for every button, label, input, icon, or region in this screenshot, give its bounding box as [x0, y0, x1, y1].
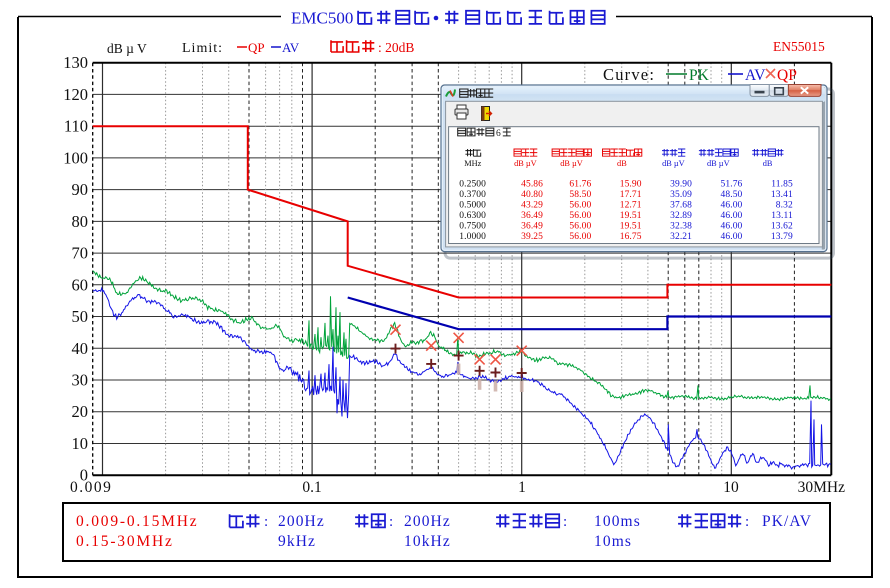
svg-text::: : — [389, 514, 393, 530]
svg-text:200Hz: 200Hz — [278, 513, 325, 530]
svg-text:48.50: 48.50 — [721, 190, 743, 200]
svg-text:10: 10 — [72, 434, 89, 453]
svg-text:Curve:: Curve: — [603, 65, 655, 84]
svg-text:19.51: 19.51 — [620, 211, 642, 221]
svg-text:200Hz: 200Hz — [404, 513, 451, 530]
svg-text:: 20dB: : 20dB — [378, 40, 414, 55]
svg-text:dB: dB — [617, 159, 627, 168]
svg-text:0: 0 — [80, 466, 88, 485]
svg-text:58.50: 58.50 — [569, 190, 591, 200]
svg-text:32.38: 32.38 — [670, 221, 692, 231]
svg-text:QP: QP — [777, 67, 797, 84]
svg-text:46.00: 46.00 — [721, 232, 743, 242]
svg-text:0.1: 0.1 — [302, 479, 321, 496]
svg-text:56.00: 56.00 — [569, 201, 591, 211]
svg-text:12.71: 12.71 — [620, 201, 642, 211]
svg-text:9kHz: 9kHz — [278, 533, 316, 550]
svg-text:dB µ V: dB µ V — [107, 41, 147, 56]
svg-text:40.80: 40.80 — [521, 190, 543, 200]
svg-text:11.85: 11.85 — [771, 180, 793, 190]
svg-text:dB µV: dB µV — [560, 159, 583, 168]
svg-text:70: 70 — [72, 244, 89, 263]
svg-text:0.7500: 0.7500 — [459, 221, 486, 231]
svg-text:56.00: 56.00 — [569, 221, 591, 231]
svg-text:10ms: 10ms — [594, 533, 632, 550]
svg-text:30MHz: 30MHz — [798, 479, 845, 496]
svg-text:EMC500: EMC500 — [291, 9, 353, 28]
svg-text:13.79: 13.79 — [771, 232, 793, 242]
svg-text:0.2500: 0.2500 — [459, 180, 486, 190]
svg-text:dB: dB — [763, 159, 773, 168]
svg-text:39.90: 39.90 — [670, 180, 692, 190]
svg-text:15.90: 15.90 — [620, 180, 642, 190]
svg-text:46.00: 46.00 — [721, 211, 743, 221]
svg-text:100ms: 100ms — [594, 513, 641, 530]
svg-text:6: 6 — [496, 129, 501, 139]
svg-text::: : — [745, 514, 749, 530]
svg-text:1: 1 — [518, 479, 526, 496]
svg-text::: : — [563, 514, 567, 530]
svg-text:PK/AV: PK/AV — [762, 513, 812, 530]
svg-text:MHz: MHz — [464, 159, 481, 168]
svg-text:Limit:: Limit: — [182, 41, 223, 56]
svg-text::: : — [264, 514, 268, 530]
svg-text:19.51: 19.51 — [620, 221, 642, 231]
svg-text:120: 120 — [63, 85, 88, 104]
svg-text:0.009: 0.009 — [70, 479, 112, 496]
svg-text:39.25: 39.25 — [521, 232, 543, 242]
svg-text:36.49: 36.49 — [521, 211, 543, 221]
svg-text:10: 10 — [723, 479, 739, 496]
svg-text:0.5000: 0.5000 — [459, 201, 486, 211]
svg-text:56.00: 56.00 — [569, 211, 591, 221]
svg-text:8.32: 8.32 — [776, 201, 793, 211]
svg-text:17.71: 17.71 — [620, 190, 642, 200]
svg-text:51.76: 51.76 — [721, 180, 743, 190]
svg-text:QP: QP — [248, 40, 265, 55]
svg-text:32.89: 32.89 — [670, 211, 692, 221]
svg-text:40: 40 — [72, 339, 89, 358]
svg-text:45.86: 45.86 — [521, 180, 543, 190]
svg-text:20: 20 — [72, 402, 89, 421]
svg-text:0.6300: 0.6300 — [459, 211, 486, 221]
svg-text:AV: AV — [282, 40, 300, 55]
svg-text:16.75: 16.75 — [620, 232, 642, 242]
svg-text:90: 90 — [72, 180, 89, 199]
svg-text:43.29: 43.29 — [521, 201, 543, 211]
svg-text:80: 80 — [72, 212, 89, 231]
svg-text:110: 110 — [64, 117, 88, 136]
svg-text:dB µV: dB µV — [514, 159, 537, 168]
svg-text:56.00: 56.00 — [569, 232, 591, 242]
svg-text:30: 30 — [72, 371, 89, 390]
svg-text:1.0000: 1.0000 — [459, 232, 486, 242]
svg-text:AV: AV — [745, 67, 766, 84]
svg-text:EN55015: EN55015 — [773, 39, 825, 54]
svg-text:0.009-0.15MHz: 0.009-0.15MHz — [76, 513, 198, 530]
svg-text:100: 100 — [63, 148, 88, 167]
svg-text:dB µV: dB µV — [707, 159, 730, 168]
svg-text:0.15-30MHz: 0.15-30MHz — [76, 533, 174, 550]
svg-text:10kHz: 10kHz — [404, 533, 451, 550]
svg-text:37.68: 37.68 — [670, 201, 692, 211]
svg-text:13.41: 13.41 — [771, 190, 793, 200]
svg-text:60: 60 — [72, 275, 89, 294]
svg-text:46.00: 46.00 — [721, 201, 743, 211]
svg-text:13.11: 13.11 — [771, 211, 793, 221]
svg-text:dB µV: dB µV — [662, 159, 685, 168]
svg-text:36.49: 36.49 — [521, 221, 543, 231]
svg-text:32.21: 32.21 — [670, 232, 692, 242]
svg-text:0.3700: 0.3700 — [459, 190, 486, 200]
svg-text:61.76: 61.76 — [569, 180, 591, 190]
svg-text:130: 130 — [63, 53, 88, 72]
svg-text:PK: PK — [689, 67, 710, 84]
svg-text:46.00: 46.00 — [721, 221, 743, 231]
svg-text:35.09: 35.09 — [670, 190, 692, 200]
svg-text:13.62: 13.62 — [771, 221, 793, 231]
svg-text:50: 50 — [72, 307, 89, 326]
